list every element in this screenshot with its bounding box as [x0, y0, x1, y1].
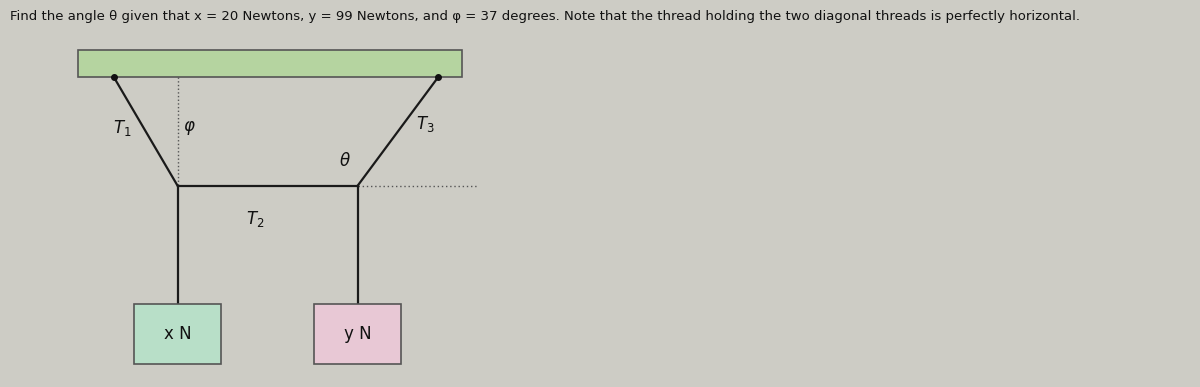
- Text: y N: y N: [343, 325, 372, 343]
- FancyBboxPatch shape: [134, 304, 221, 364]
- Text: T$_2$: T$_2$: [246, 209, 265, 229]
- Text: T$_1$: T$_1$: [113, 118, 132, 138]
- Text: φ: φ: [184, 117, 194, 135]
- Text: Find the angle θ given that x = 20 Newtons, y = 99 Newtons, and φ = 37 degrees. : Find the angle θ given that x = 20 Newto…: [10, 10, 1080, 23]
- Text: θ: θ: [340, 152, 349, 170]
- Text: x N: x N: [163, 325, 192, 343]
- FancyBboxPatch shape: [78, 50, 462, 77]
- FancyBboxPatch shape: [314, 304, 401, 364]
- Text: T$_3$: T$_3$: [416, 114, 434, 134]
